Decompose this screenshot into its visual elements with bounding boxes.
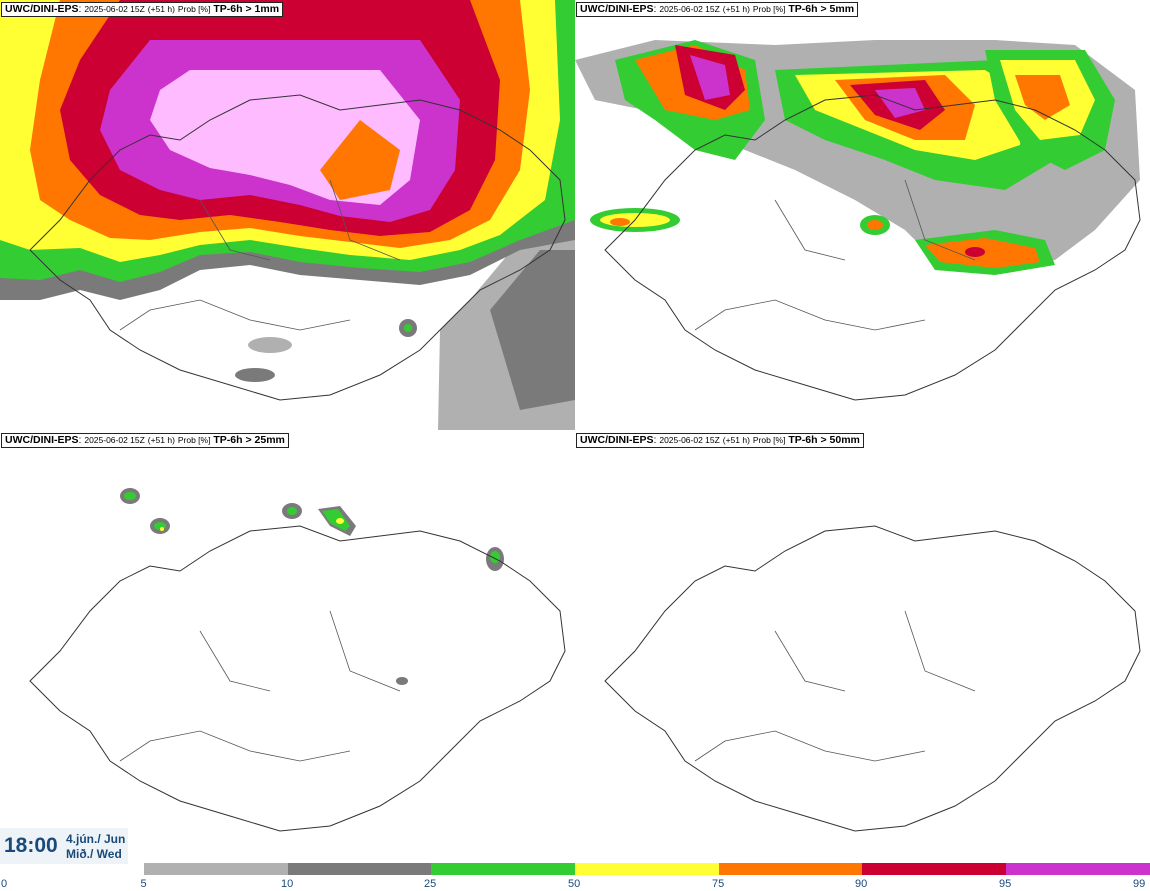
model-name: UWC/DINI-EPS — [5, 434, 79, 446]
colorbar — [144, 863, 1150, 875]
colorbar-tick-label: 25 — [424, 878, 437, 890]
valid-date: 4.jún./ Jun — [66, 832, 126, 846]
prob-unit: Prob [%] — [752, 435, 786, 445]
colorbar-segment — [431, 863, 575, 875]
colorbar-tick-label: 10 — [281, 878, 294, 890]
probability-map-1mm — [0, 0, 575, 430]
lead-time: (+51 h) — [722, 4, 750, 14]
map-panel-50mm: UWC/DINI-EPS: 2025-06-02 15Z (+51 h) Pro… — [575, 431, 1150, 861]
colorbar-segment — [862, 863, 1006, 875]
run-time: 2025-06-02 15Z — [84, 4, 145, 14]
colorbar-tick-label: 90 — [855, 878, 868, 890]
map-panel-25mm: UWC/DINI-EPS: 2025-06-02 15Z (+51 h) Pro… — [0, 431, 575, 861]
colorbar-tick-label: 0 — [1, 878, 8, 890]
colorbar-tick-label: 50 — [568, 878, 581, 890]
colorbar-tick-label: 99 — [1133, 878, 1146, 890]
model-name: UWC/DINI-EPS — [580, 434, 654, 446]
map-panel-5mm: UWC/DINI-EPS: 2025-06-02 15Z (+51 h) Pro… — [575, 0, 1150, 430]
threshold-label: TP-6h > 50mm — [788, 434, 860, 446]
colorbar-tick-label: 5 — [140, 878, 147, 890]
run-time: 2025-06-02 15Z — [84, 435, 145, 445]
prob-unit: Prob [%] — [177, 4, 211, 14]
colorbar-segment — [288, 863, 431, 875]
probability-map-50mm — [575, 431, 1150, 861]
panel-title: UWC/DINI-EPS: 2025-06-02 15Z (+51 h) Pro… — [576, 2, 859, 17]
valid-time: 18:00 — [4, 834, 58, 857]
probability-map-5mm — [575, 0, 1150, 430]
prob-unit: Prob [%] — [177, 435, 211, 445]
valid-time-box — [0, 828, 128, 864]
colorbar-segment — [1006, 863, 1150, 875]
colorbar-tick-label: 75 — [712, 878, 725, 890]
colorbar-segment — [144, 863, 288, 875]
lead-time: (+51 h) — [147, 4, 175, 14]
model-name: UWC/DINI-EPS — [580, 3, 654, 15]
colorbar-segment — [719, 863, 862, 875]
threshold-label: TP-6h > 25mm — [213, 434, 285, 446]
panel-title: UWC/DINI-EPS: 2025-06-02 15Z (+51 h) Pro… — [576, 433, 864, 448]
lead-time: (+51 h) — [722, 435, 750, 445]
lead-time: (+51 h) — [147, 435, 175, 445]
probability-map-25mm — [0, 431, 575, 861]
threshold-label: TP-6h > 5mm — [788, 3, 855, 15]
run-time: 2025-06-02 15Z — [659, 435, 720, 445]
colorbar-segment — [575, 863, 719, 875]
panel-title: UWC/DINI-EPS: 2025-06-02 15Z (+51 h) Pro… — [1, 433, 289, 448]
colorbar-tick-label: 95 — [999, 878, 1012, 890]
prob-unit: Prob [%] — [752, 4, 786, 14]
model-name: UWC/DINI-EPS — [5, 3, 79, 15]
panel-title: UWC/DINI-EPS: 2025-06-02 15Z (+51 h) Pro… — [1, 2, 284, 17]
map-panel-1mm: UWC/DINI-EPS: 2025-06-02 15Z (+51 h) Pro… — [0, 0, 575, 430]
run-time: 2025-06-02 15Z — [659, 4, 720, 14]
threshold-label: TP-6h > 1mm — [213, 3, 280, 15]
valid-weekday: Mið./ Wed — [66, 847, 122, 861]
